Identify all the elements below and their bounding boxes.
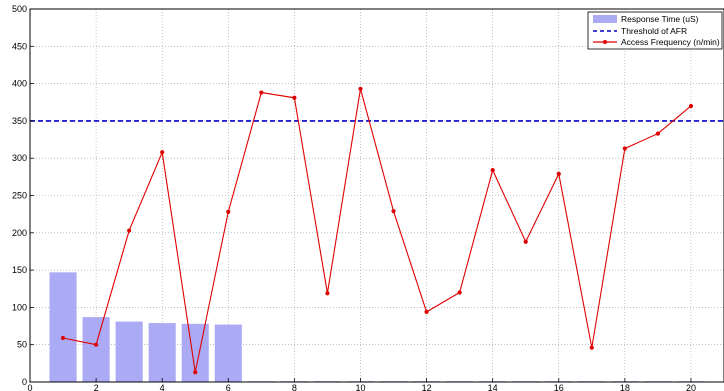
line-series <box>60 86 694 375</box>
y-tick-label: 400 <box>12 79 27 89</box>
access-frequency-point <box>556 171 561 176</box>
legend: Response Time (uS) Threshold of AFR Acce… <box>587 11 723 50</box>
y-tick-label: 100 <box>12 302 27 312</box>
plot-background <box>30 9 724 382</box>
access-frequency-point <box>457 290 462 295</box>
legend-label-response-time: Response Time (uS) <box>621 14 699 24</box>
access-frequency-point <box>523 239 528 244</box>
access-frequency-point <box>655 131 661 136</box>
y-tick-label: 300 <box>12 153 27 163</box>
x-tick-label: 14 <box>488 383 498 391</box>
access-frequency-point <box>589 345 594 350</box>
legend-swatch-bar <box>593 15 617 23</box>
legend-swatch-access-frequency-marker <box>603 40 607 44</box>
access-frequency-point <box>424 309 429 314</box>
y-tick-label: 50 <box>17 340 27 350</box>
x-tick-label: 6 <box>226 383 231 391</box>
x-tick-label: 10 <box>355 383 365 391</box>
access-frequency-point <box>622 146 627 151</box>
access-frequency-line <box>62 88 692 373</box>
y-tick-label: 350 <box>12 116 27 126</box>
y-tick-label: 500 <box>12 4 27 14</box>
y-tick-label: 200 <box>12 228 27 238</box>
access-frequency-point <box>127 228 132 233</box>
grid <box>30 9 724 382</box>
x-tick-label: 18 <box>620 383 630 391</box>
bar <box>214 324 242 382</box>
access-frequency-point <box>292 95 297 100</box>
bar <box>148 323 176 382</box>
bar <box>115 321 143 382</box>
bar <box>49 272 77 382</box>
y-tick-label: 150 <box>12 265 27 275</box>
x-tick-label: 0 <box>27 383 32 391</box>
bar-series <box>49 272 705 382</box>
access-frequency-point <box>259 90 264 95</box>
x-tick-label: 4 <box>160 383 165 391</box>
x-tick-label: 16 <box>554 383 564 391</box>
x-tick-label: 2 <box>94 383 99 391</box>
access-frequency-point <box>688 103 694 109</box>
x-tick-label: 8 <box>292 383 297 391</box>
x-tick-label: 12 <box>422 383 432 391</box>
legend-label-threshold: Threshold of AFR <box>621 26 687 36</box>
access-frequency-point <box>93 342 99 347</box>
access-frequency-point <box>325 291 330 296</box>
access-frequency-point <box>193 370 198 375</box>
access-frequency-point <box>226 209 231 215</box>
access-frequency-point <box>358 86 363 91</box>
y-tick-label: 0 <box>22 377 27 387</box>
access-frequency-point <box>490 168 495 173</box>
axis-ticks: 0 50 100 150 200 250 300 350 400 450 500 0 2 4 6 8 10 12 1… <box>12 4 696 391</box>
y-tick-label: 250 <box>12 191 27 201</box>
x-tick-label: 20 <box>686 383 696 391</box>
legend-label-access-frequency: Access Frequency (n/min) <box>621 37 720 47</box>
access-frequency-point <box>160 150 165 155</box>
access-frequency-point <box>391 209 396 214</box>
access-frequency-point <box>60 335 66 341</box>
y-tick-label: 450 <box>12 41 27 51</box>
bar <box>82 317 110 382</box>
